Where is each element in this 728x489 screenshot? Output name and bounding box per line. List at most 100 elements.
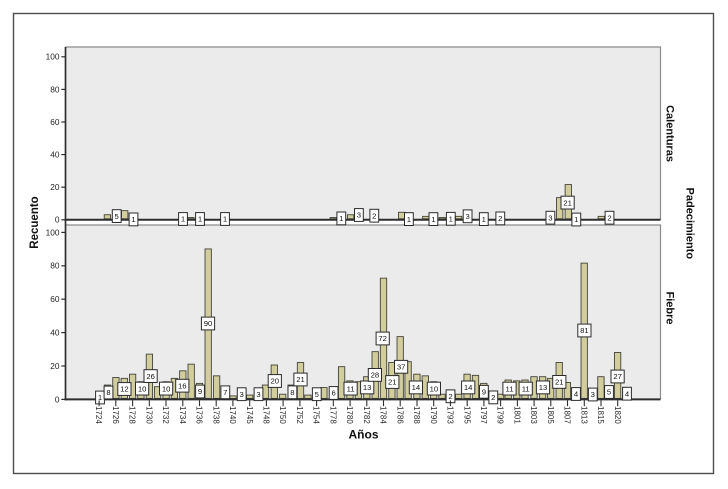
svg-text:1813: 1813 — [579, 406, 588, 424]
svg-text:1: 1 — [98, 393, 102, 402]
svg-text:1738: 1738 — [211, 406, 220, 424]
svg-text:11: 11 — [506, 384, 514, 393]
svg-text:1: 1 — [431, 215, 435, 224]
svg-text:3: 3 — [465, 212, 469, 221]
svg-text:40: 40 — [50, 328, 60, 338]
svg-text:5: 5 — [315, 390, 319, 399]
svg-text:60: 60 — [50, 294, 60, 304]
svg-text:21: 21 — [555, 378, 564, 387]
svg-text:81: 81 — [580, 326, 589, 335]
svg-text:1: 1 — [574, 215, 578, 224]
svg-text:21: 21 — [296, 375, 305, 384]
svg-text:1799: 1799 — [496, 406, 505, 424]
svg-text:90: 90 — [204, 319, 213, 328]
svg-text:2: 2 — [607, 213, 611, 222]
svg-text:8: 8 — [290, 388, 294, 397]
svg-text:80: 80 — [50, 261, 60, 271]
svg-text:1: 1 — [339, 214, 343, 223]
svg-text:1: 1 — [181, 215, 185, 224]
svg-text:2: 2 — [491, 393, 495, 402]
svg-text:1786: 1786 — [395, 406, 404, 424]
svg-text:3: 3 — [256, 390, 260, 399]
svg-text:1736: 1736 — [195, 406, 204, 424]
svg-text:5: 5 — [115, 212, 119, 221]
svg-text:8: 8 — [106, 388, 110, 397]
svg-text:60: 60 — [50, 117, 60, 127]
svg-text:1752: 1752 — [295, 406, 304, 424]
svg-text:16: 16 — [178, 381, 187, 390]
svg-text:72: 72 — [378, 334, 387, 343]
svg-text:1801: 1801 — [513, 406, 522, 424]
svg-text:1782: 1782 — [362, 406, 371, 424]
svg-text:1740: 1740 — [228, 406, 237, 424]
svg-text:4: 4 — [574, 390, 579, 399]
svg-text:1: 1 — [131, 215, 135, 224]
svg-text:21: 21 — [563, 198, 572, 207]
svg-text:4: 4 — [625, 389, 630, 398]
svg-text:20: 20 — [50, 182, 60, 192]
svg-text:1754: 1754 — [312, 406, 321, 424]
svg-text:26: 26 — [146, 372, 155, 381]
svg-text:2: 2 — [498, 214, 502, 223]
svg-text:7: 7 — [223, 388, 227, 397]
svg-text:20: 20 — [271, 377, 280, 386]
svg-text:3: 3 — [591, 390, 595, 399]
svg-text:9: 9 — [198, 387, 202, 396]
svg-text:3: 3 — [357, 211, 361, 220]
svg-text:13: 13 — [539, 383, 548, 392]
svg-text:1820: 1820 — [613, 406, 622, 424]
svg-text:1788: 1788 — [412, 406, 421, 424]
svg-text:Años: Años — [349, 428, 379, 442]
svg-text:1807: 1807 — [563, 406, 572, 424]
svg-text:20: 20 — [50, 361, 60, 371]
svg-text:10: 10 — [430, 384, 439, 393]
svg-text:1745: 1745 — [245, 406, 254, 424]
svg-text:1797: 1797 — [479, 406, 488, 424]
svg-text:2: 2 — [448, 392, 452, 401]
svg-text:0: 0 — [55, 394, 60, 404]
svg-text:40: 40 — [50, 150, 60, 160]
svg-text:Fiebre: Fiebre — [664, 291, 676, 324]
svg-text:1803: 1803 — [529, 406, 538, 424]
svg-text:9: 9 — [482, 388, 486, 397]
svg-text:5: 5 — [607, 388, 611, 397]
svg-text:1815: 1815 — [596, 406, 605, 424]
svg-text:27: 27 — [613, 372, 622, 381]
svg-text:28: 28 — [371, 371, 380, 380]
svg-text:21: 21 — [388, 378, 397, 387]
svg-text:1728: 1728 — [128, 406, 137, 424]
svg-text:37: 37 — [397, 363, 406, 372]
svg-text:1730: 1730 — [144, 406, 153, 424]
svg-text:1780: 1780 — [345, 406, 354, 424]
svg-text:2: 2 — [372, 211, 376, 220]
svg-text:11: 11 — [347, 384, 355, 393]
svg-text:1778: 1778 — [328, 406, 337, 424]
svg-text:14: 14 — [412, 383, 421, 392]
svg-text:1726: 1726 — [111, 406, 120, 424]
svg-text:Calenturas: Calenturas — [664, 105, 676, 162]
svg-text:1795: 1795 — [462, 406, 471, 424]
svg-text:3: 3 — [548, 213, 552, 222]
svg-text:14: 14 — [464, 383, 473, 392]
svg-text:3: 3 — [240, 390, 244, 399]
svg-text:1: 1 — [198, 215, 202, 224]
svg-text:10: 10 — [162, 384, 171, 393]
svg-text:1790: 1790 — [429, 406, 438, 424]
svg-text:1784: 1784 — [379, 406, 388, 424]
svg-text:100: 100 — [46, 52, 60, 62]
svg-text:1: 1 — [482, 215, 486, 224]
svg-text:Padecimiento: Padecimiento — [684, 188, 696, 260]
svg-text:6: 6 — [331, 389, 335, 398]
svg-text:1734: 1734 — [178, 406, 187, 424]
svg-text:1724: 1724 — [94, 406, 103, 424]
svg-text:11: 11 — [522, 384, 530, 393]
svg-text:1: 1 — [223, 215, 227, 224]
svg-text:1805: 1805 — [546, 406, 555, 424]
svg-text:12: 12 — [120, 385, 129, 394]
svg-text:1748: 1748 — [262, 406, 271, 424]
svg-text:10: 10 — [138, 384, 147, 393]
svg-text:1750: 1750 — [278, 406, 287, 424]
svg-text:1793: 1793 — [446, 406, 455, 424]
svg-text:100: 100 — [46, 227, 60, 237]
svg-text:1: 1 — [407, 215, 411, 224]
